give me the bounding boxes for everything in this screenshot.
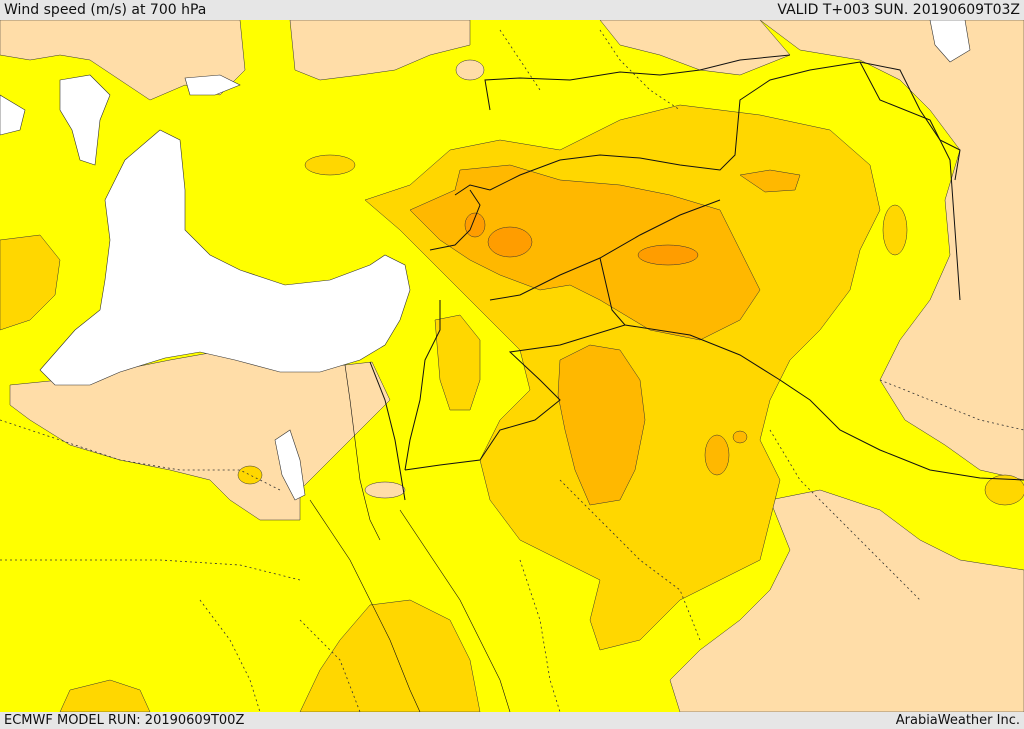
coastlines — [309, 364, 511, 712]
gold-zone-southwest — [59, 679, 151, 712]
tan-zone-turkey — [289, 20, 471, 81]
tan-blob-2 — [364, 481, 406, 499]
map-header: Wind speed (m/s) at 700 hPa VALID T+003 … — [0, 0, 1024, 20]
admin-line-10 — [519, 559, 561, 712]
admin-line-1 — [0, 419, 281, 491]
amber-zone-north-saudi — [557, 344, 646, 506]
gold-zone-libya — [0, 234, 61, 331]
tan-zone-south — [669, 489, 1024, 712]
tan-blob-1 — [455, 59, 485, 81]
border-egypt-israel — [369, 361, 406, 501]
border-north — [484, 54, 791, 111]
border-lebanon — [429, 189, 481, 251]
nile-river — [344, 364, 381, 541]
gold-blob-cyprus — [304, 154, 356, 176]
mediterranean-sea — [39, 129, 411, 386]
peak-wind-zones — [464, 212, 699, 266]
model-run: ECMWF MODEL RUN: 20190609T00Z — [4, 713, 245, 728]
red-sea-gulf — [274, 429, 306, 501]
admin-borders — [0, 29, 1024, 712]
western-sea — [0, 94, 26, 136]
country-borders — [369, 54, 1024, 501]
admin-line-5 — [769, 429, 921, 601]
border-iraq-iran — [859, 61, 961, 301]
high-wind-zones — [409, 164, 801, 506]
aegean-sea — [59, 74, 111, 166]
credit-text: ArabiaWeather Inc. — [895, 713, 1020, 728]
sea-zones — [0, 20, 971, 501]
amber-zone-east — [739, 169, 801, 193]
amber-blob-2 — [732, 430, 748, 444]
tan-zone-east — [759, 20, 1024, 481]
peak-core-west — [487, 226, 533, 258]
tan-zone-greece — [0, 20, 246, 101]
gold-zone-sinai — [434, 314, 481, 411]
peak-core-lebanon — [464, 212, 486, 238]
red-sea-coast-west — [309, 499, 421, 712]
gold-blob-southeast — [984, 474, 1024, 506]
admin-line-3 — [199, 599, 261, 712]
peak-core-east — [637, 244, 699, 266]
admin-line-6 — [599, 29, 681, 111]
admin-line-9 — [299, 619, 361, 712]
caspian-edge — [929, 20, 971, 63]
gold-zone-south-sudan — [299, 599, 481, 712]
admin-line-8 — [879, 379, 1024, 431]
tan-zone-ne — [599, 20, 791, 76]
amber-blob-1 — [704, 434, 730, 476]
admin-line-4 — [559, 479, 701, 641]
border-turkey-syria — [454, 61, 961, 196]
admin-line-2 — [0, 559, 301, 581]
border-jordan-saudi — [404, 257, 626, 471]
red-sea-coast-east — [399, 509, 511, 712]
map-footer: ECMWF MODEL RUN: 20190609T00Z ArabiaWeat… — [0, 712, 1024, 729]
wind-speed-map-svg — [0, 20, 1024, 712]
weather-map — [0, 20, 1024, 712]
border-iraq-saudi — [624, 324, 1024, 481]
map-title: Wind speed (m/s) at 700 hPa — [4, 2, 207, 18]
border-sinai — [404, 300, 441, 471]
gold-blob-east — [882, 204, 908, 256]
admin-line-7 — [499, 29, 541, 91]
black-sea-edge — [184, 74, 241, 96]
valid-time: VALID T+003 SUN. 20190609T03Z — [777, 2, 1020, 18]
amber-zone-syria — [409, 164, 761, 341]
gold-blob-west — [237, 465, 263, 485]
